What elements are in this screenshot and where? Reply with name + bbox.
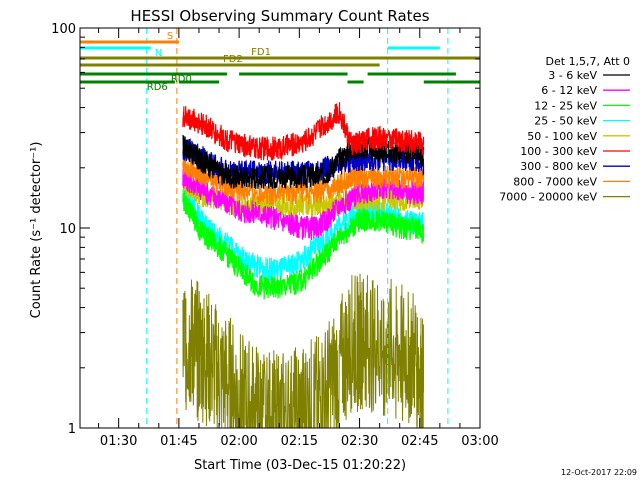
flag-label-fd1: FD1 — [251, 47, 271, 58]
x-tick-label: 02:30 — [341, 434, 378, 449]
chart-title: HESSI Observing Summary Count Rates — [130, 7, 429, 25]
flag-label-rd6: RD6 — [147, 82, 168, 93]
x-axis-label: Start Time (03-Dec-15 01:20:22) — [194, 458, 406, 473]
y-axis-label: Count Rate (s⁻¹ detector⁻¹) — [29, 142, 44, 319]
legend-label: 50 - 100 keV — [527, 130, 597, 143]
flag-label-fd2: FD2 — [223, 54, 243, 65]
legend-label: 100 - 300 keV — [520, 145, 597, 158]
legend-label: 300 - 800 keV — [520, 160, 597, 173]
x-tick-label: 01:45 — [160, 434, 197, 449]
x-tick-label: 02:00 — [220, 434, 257, 449]
y-tick-label: 100 — [51, 22, 76, 37]
legend-label: 7000 - 20000 keV — [499, 191, 597, 204]
y-tick-label: 1 — [68, 422, 76, 437]
legend-label: 3 - 6 keV — [548, 69, 597, 82]
x-tick-label: 01:30 — [100, 434, 137, 449]
y-tick-label: 10 — [59, 222, 76, 237]
series-line-8 — [182, 102, 425, 161]
legend-label: 25 - 50 keV — [534, 115, 597, 128]
legend-header: Det 1,5,7, Att 0 — [546, 55, 630, 68]
legend-label: 800 - 7000 keV — [513, 175, 597, 188]
series-line-7 — [182, 134, 425, 190]
x-tick-label: 02:15 — [281, 434, 318, 449]
footer-timestamp: 12-Oct-2017 22:09 — [561, 468, 637, 477]
flag-label-rd0: RD0 — [171, 74, 192, 85]
series-line-0 — [182, 273, 425, 428]
series-line-2 — [182, 190, 425, 300]
x-tick-label: 02:45 — [401, 434, 438, 449]
legend-label: 6 - 12 keV — [541, 84, 597, 97]
legend: 7000 - 20000 keV 25 - 50 keV 12 - 25 keV 50… — [499, 69, 630, 204]
flag-label-n: N — [155, 48, 162, 59]
x-tick-label: 03:00 — [461, 434, 498, 449]
flag-label-s: S — [167, 31, 173, 42]
legend-label: 12 - 25 keV — [534, 99, 597, 112]
